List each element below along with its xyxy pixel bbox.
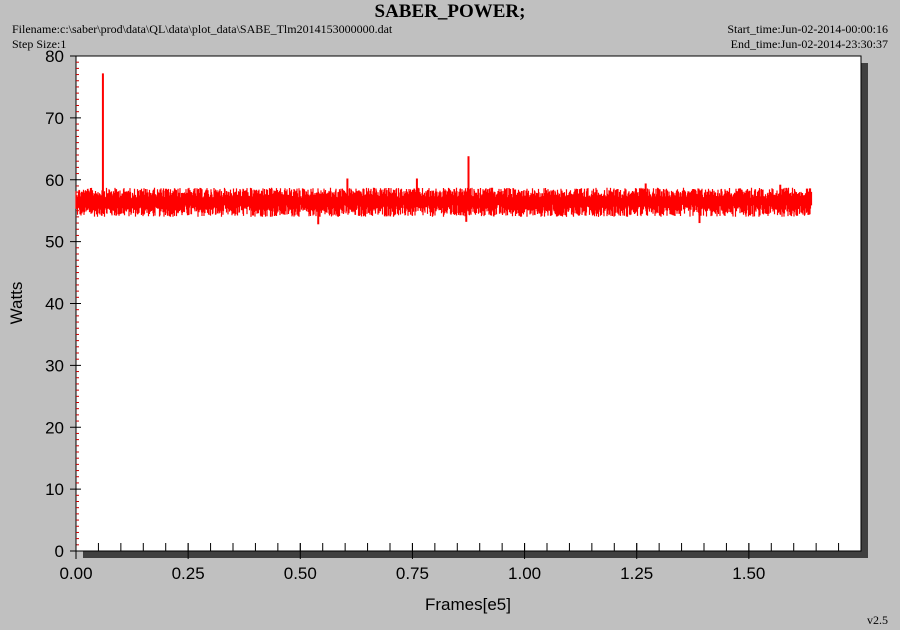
y-tick-label: 30 [45,356,64,375]
end-time-label: End_time:Jun-02-2014-23:30:37 [730,37,888,51]
x-tick-label: 0.25 [172,564,205,583]
axis-ticks [70,55,862,559]
y-axis-title: Watts [7,282,26,325]
filename-label: Filename:c:\saber\prod\data\QL\data\plot… [12,22,393,36]
step-size-label: Step Size:1 [12,37,67,51]
series-group [75,73,813,225]
y-tick-label: 20 [45,418,64,437]
x-tick-label: 1.25 [620,564,653,583]
x-tick-label: 0.50 [284,564,317,583]
tick-labels: 0 10 20 30 40 50 60 70 80 0.00 0.25 0.50 0.75 1.00 1.2… [45,47,765,583]
x-tick-label: 0.00 [59,564,92,583]
y-tick-label: 70 [45,109,64,128]
chart-title: SABER_POWER; [374,1,526,22]
y-tick-label: 10 [45,480,64,499]
version-label: v2.5 [867,613,888,627]
y-tick-label: 50 [45,233,64,252]
y-tick-label: 40 [45,295,64,314]
start-time-label: Start_time:Jun-02-2014-00:00:16 [727,22,888,36]
series-band [75,187,813,217]
y-tick-label: 0 [55,542,64,561]
x-tick-label: 1.50 [732,564,765,583]
x-tick-label: 0.75 [396,564,429,583]
x-axis-title: Frames[e5] [425,595,511,614]
y-tick-label: 80 [45,47,64,66]
y-tick-label: 60 [45,171,64,190]
plot-area [75,55,862,552]
x-tick-label: 1.00 [508,564,541,583]
